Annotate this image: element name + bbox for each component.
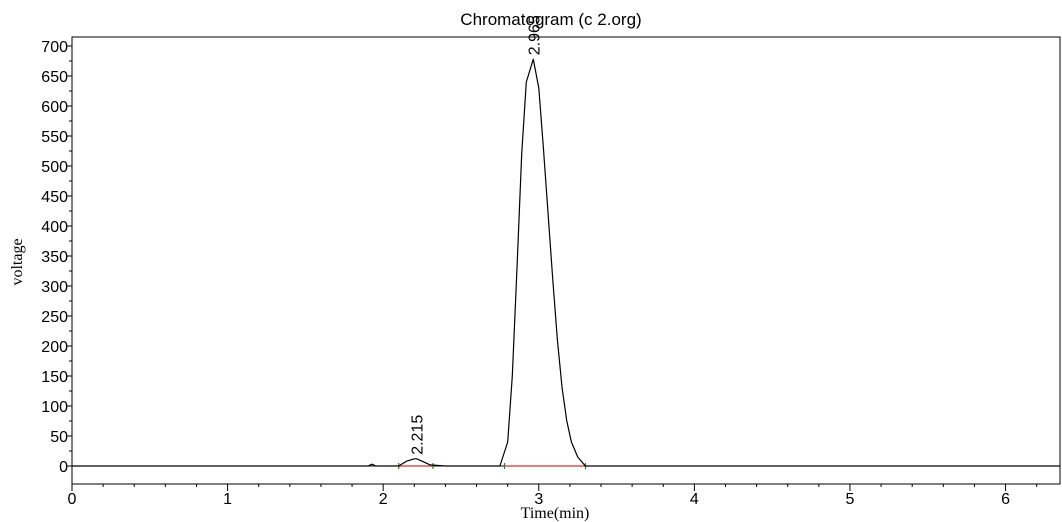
- y-tick-label: 600: [41, 99, 68, 116]
- y-tick-label: 300: [41, 279, 68, 296]
- x-tick-label: 4: [690, 491, 699, 508]
- x-tick-label: 1: [223, 491, 232, 508]
- y-tick-label: 700: [41, 39, 68, 56]
- y-tick-label: 200: [41, 339, 68, 356]
- y-tick-label: 500: [41, 159, 68, 176]
- peak-label: 2.215: [410, 415, 427, 455]
- peak-label: 2.965: [526, 15, 543, 55]
- plot-frame: [71, 36, 1061, 485]
- x-tick-label: 5: [845, 491, 854, 508]
- x-tick-label: 6: [1001, 491, 1010, 508]
- y-tick-label: 450: [41, 189, 68, 206]
- y-tick-label: 150: [41, 369, 68, 386]
- x-axis-title: Time(min): [521, 505, 590, 522]
- x-tick-label: 3: [534, 491, 543, 508]
- y-tick-label: 100: [41, 399, 68, 416]
- x-tick-label: 2: [379, 491, 388, 508]
- chart-title: Chromatogram (c 2.org): [460, 10, 641, 29]
- chromatogram-trace: [72, 58, 1060, 467]
- y-tick-label: 350: [41, 249, 68, 266]
- y-tick-label: 550: [41, 129, 68, 146]
- y-tick-label: 650: [41, 69, 68, 86]
- x-tick-label: 0: [68, 491, 77, 508]
- y-tick-label: 50: [50, 429, 68, 446]
- y-tick-label: 250: [41, 309, 68, 326]
- y-axis-title: voltage: [9, 238, 26, 285]
- y-tick-label: 400: [41, 219, 68, 236]
- y-tick-label: 0: [59, 459, 68, 476]
